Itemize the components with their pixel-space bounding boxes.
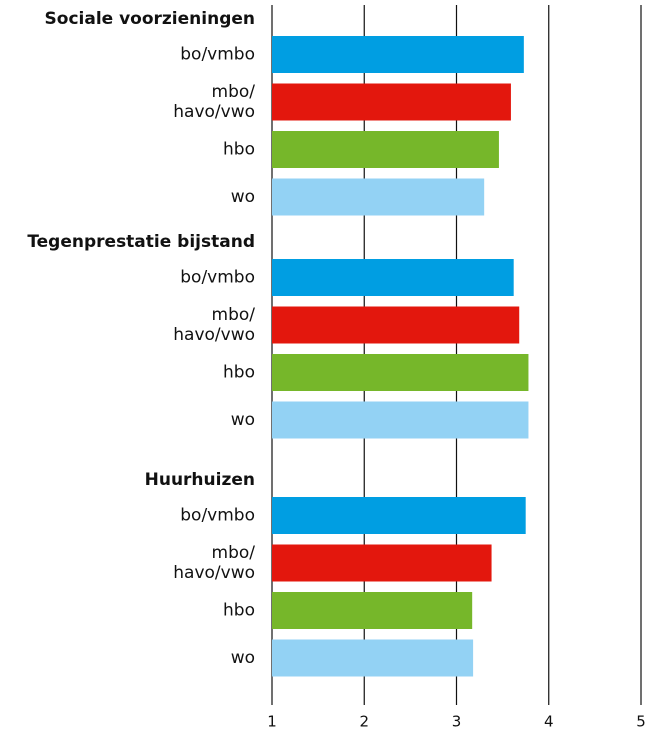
bar bbox=[272, 401, 529, 439]
group-title: Huurhuizen bbox=[145, 470, 255, 490]
bar bbox=[272, 36, 524, 73]
x-tick-label: 3 bbox=[452, 713, 462, 731]
bar bbox=[272, 306, 520, 344]
x-tick-label: 4 bbox=[544, 713, 554, 731]
category-label: wo bbox=[231, 187, 255, 207]
category-label: hbo bbox=[223, 601, 255, 621]
bar bbox=[272, 592, 473, 629]
category-label: mbo/havo/vwo bbox=[173, 82, 255, 122]
category-label: hbo bbox=[223, 363, 255, 383]
group-title: Sociale voorzieningen bbox=[45, 9, 255, 29]
bar bbox=[272, 354, 529, 391]
bar bbox=[272, 639, 474, 677]
x-tick-label: 1 bbox=[267, 713, 277, 731]
x-tick-label: 2 bbox=[359, 713, 369, 731]
category-label: wo bbox=[231, 410, 255, 430]
bar bbox=[272, 497, 526, 534]
bar bbox=[272, 259, 514, 296]
bar bbox=[272, 544, 492, 582]
category-label: mbo/havo/vwo bbox=[173, 543, 255, 583]
bar bbox=[272, 178, 485, 216]
category-label: wo bbox=[231, 648, 255, 668]
category-label: mbo/havo/vwo bbox=[173, 305, 255, 345]
category-label: hbo bbox=[223, 140, 255, 160]
category-label: bo/vmbo bbox=[180, 45, 255, 65]
bar bbox=[272, 131, 499, 168]
group-title: Tegenprestatie bijstand bbox=[27, 232, 255, 252]
category-label: bo/vmbo bbox=[180, 268, 255, 288]
x-tick-label: 5 bbox=[636, 713, 646, 731]
bar bbox=[272, 83, 511, 121]
category-label: bo/vmbo bbox=[180, 506, 255, 526]
